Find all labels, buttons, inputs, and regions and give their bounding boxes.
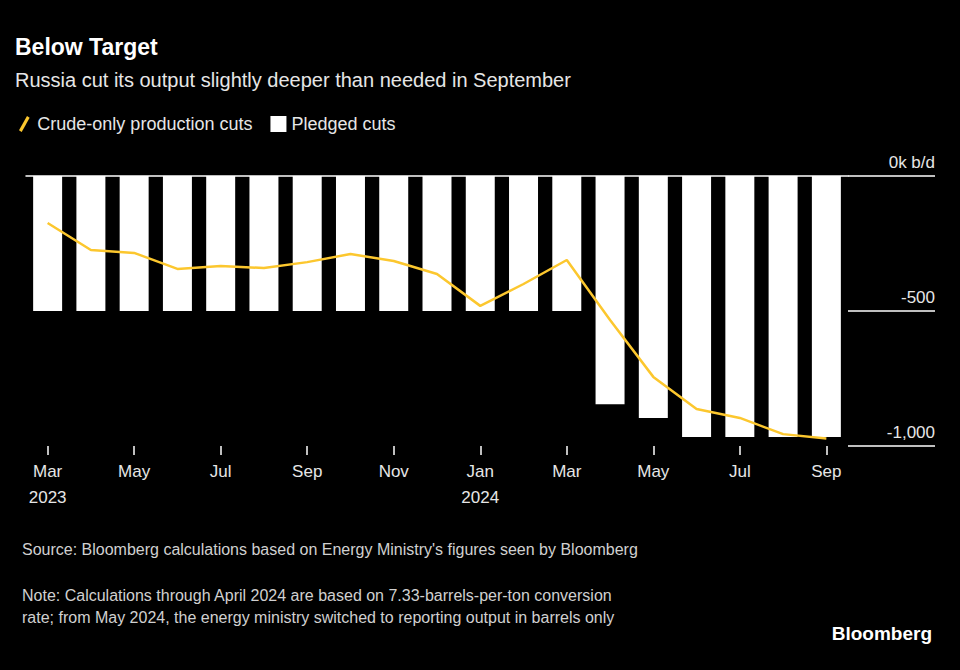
svg-text:May: May: [637, 462, 670, 481]
svg-text:Mar: Mar: [33, 462, 63, 481]
svg-text:Nov: Nov: [379, 462, 410, 481]
svg-text:2023: 2023: [29, 488, 67, 507]
svg-text:Note: Calculations through Apr: Note: Calculations through April 2024 ar…: [22, 587, 616, 604]
svg-text:Source: Bloomberg calculations: Source: Bloomberg calculations based on …: [22, 541, 638, 558]
svg-text:Jul: Jul: [729, 462, 751, 481]
svg-text:Jul: Jul: [210, 462, 232, 481]
svg-text:Sep: Sep: [292, 462, 322, 481]
svg-text:Pledged cuts: Pledged cuts: [291, 114, 395, 134]
svg-text:Russia cut its output slightly: Russia cut its output slightly deeper th…: [15, 69, 571, 91]
svg-text:Crude-only production cuts: Crude-only production cuts: [37, 114, 252, 134]
svg-text:2024: 2024: [461, 488, 499, 507]
svg-text:rate; from May 2024, the energ: rate; from May 2024, the energy ministry…: [22, 609, 614, 626]
svg-text:Mar: Mar: [552, 462, 582, 481]
svg-text:-1,000: -1,000: [887, 423, 935, 442]
svg-text:Below Target: Below Target: [15, 34, 158, 60]
svg-text:Sep: Sep: [811, 462, 841, 481]
svg-text:0k b/d: 0k b/d: [889, 153, 935, 172]
svg-text:Jan: Jan: [467, 462, 494, 481]
svg-text:-500: -500: [901, 288, 935, 307]
svg-text:Bloomberg: Bloomberg: [832, 623, 932, 644]
svg-text:May: May: [118, 462, 151, 481]
